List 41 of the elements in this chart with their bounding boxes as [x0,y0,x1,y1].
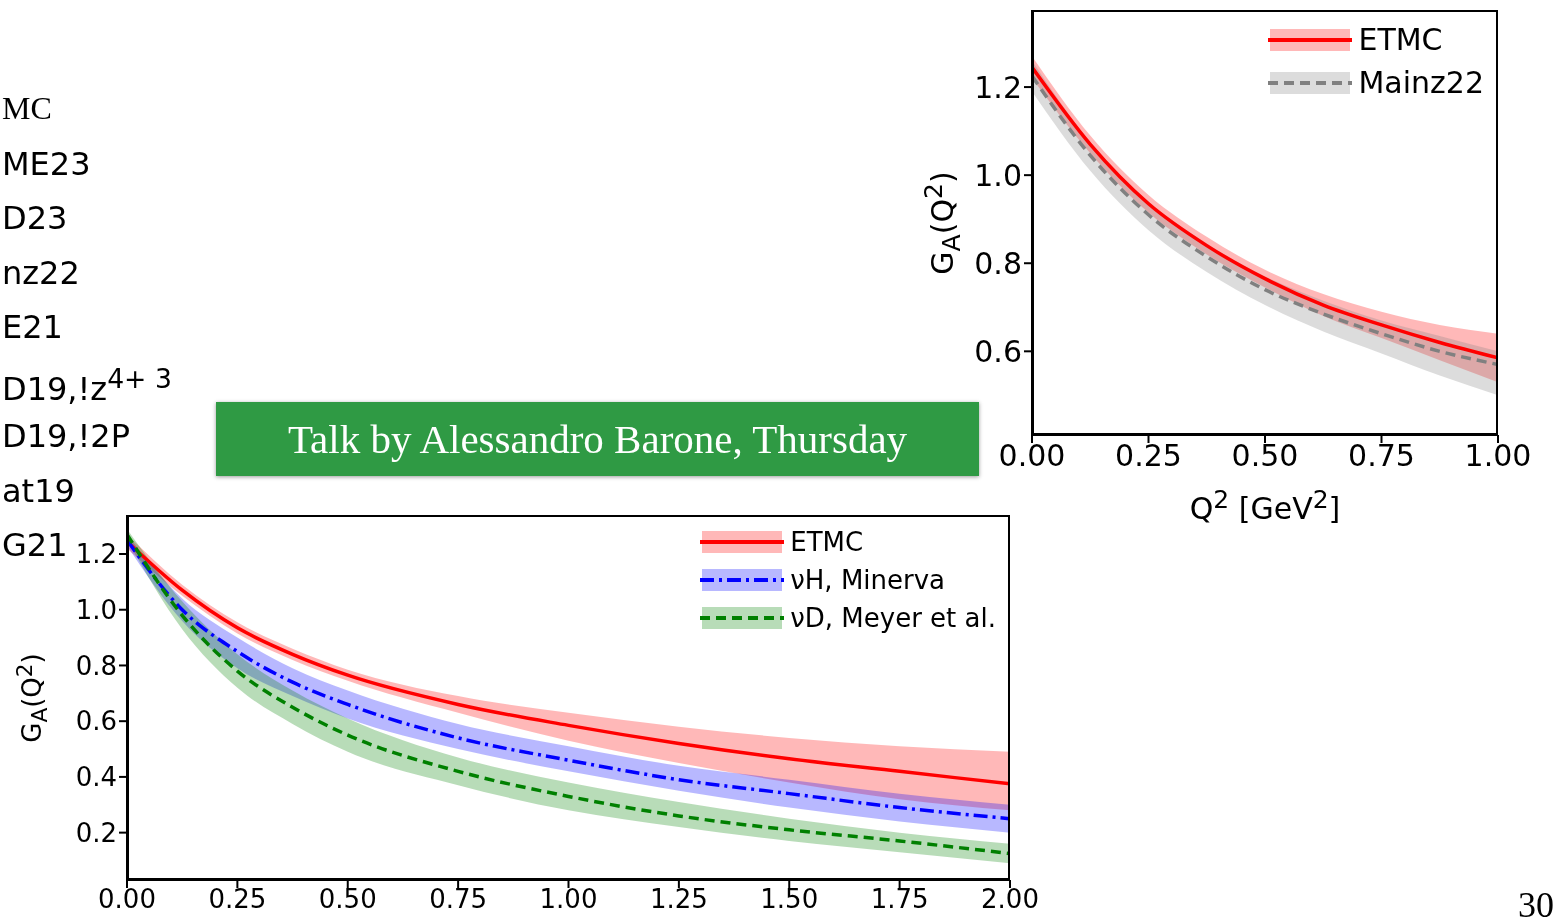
x-tick-label: 2.00 [981,884,1039,915]
text: D19,!z$^{4+ 3}$ [2,362,172,408]
legend-label: Mainz22 [1358,65,1484,100]
y-tick-label: 1.2 [75,539,117,570]
y-tick-label: 0.6 [974,333,1022,369]
x-tick-label: 0.75 [1348,438,1415,474]
x-tick-label: 1.00 [1464,438,1532,474]
y-tick-label: 1.0 [974,157,1022,193]
text: ME23 [2,144,91,183]
x-tick-label: 0.50 [318,884,377,915]
x-axis-title: Q$^{2}$ [GeV$^{2}$] [1188,485,1342,526]
text: G21 [2,526,68,564]
x-tick-label: 0.00 [998,438,1066,474]
y-tick-label: 0.4 [75,762,117,793]
text: E21 [2,308,63,346]
x-tick-label: 1.75 [870,884,929,915]
x-tick-label: 1.25 [649,884,708,915]
y-tick-label: 0.8 [75,650,117,681]
text: D23 [2,199,68,237]
text: 30 [1518,884,1554,922]
x-tick-label: 1.00 [539,884,598,915]
y-tick-label: 0.8 [974,245,1022,281]
x-tick-label: 0.75 [429,884,488,915]
text: nz22 [2,253,80,292]
text: MC [2,90,52,127]
x-tick-label: 0.50 [1231,438,1299,474]
x-tick-label: 0.25 [208,884,267,915]
legend-label: νD, Meyer et al. [790,603,996,633]
y-tick-label: 1.0 [75,594,117,625]
y-tick-label: 0.2 [75,817,117,848]
legend-label: ETMC [790,527,864,557]
x-tick-label: 0.25 [1115,438,1182,474]
x-tick-label: 1.50 [760,884,819,915]
x-tick-label: 0.00 [98,884,156,915]
legend-label: νH, Minerva [790,565,946,595]
text: at19 [2,471,75,510]
y-tick-label: 1.2 [974,69,1022,105]
y-tick-label: 0.6 [75,706,117,737]
text: D19,!2P [2,417,131,455]
text: Talk by Alessandro Barone, Thursday [216,402,979,476]
legend-label: ETMC [1358,22,1443,57]
